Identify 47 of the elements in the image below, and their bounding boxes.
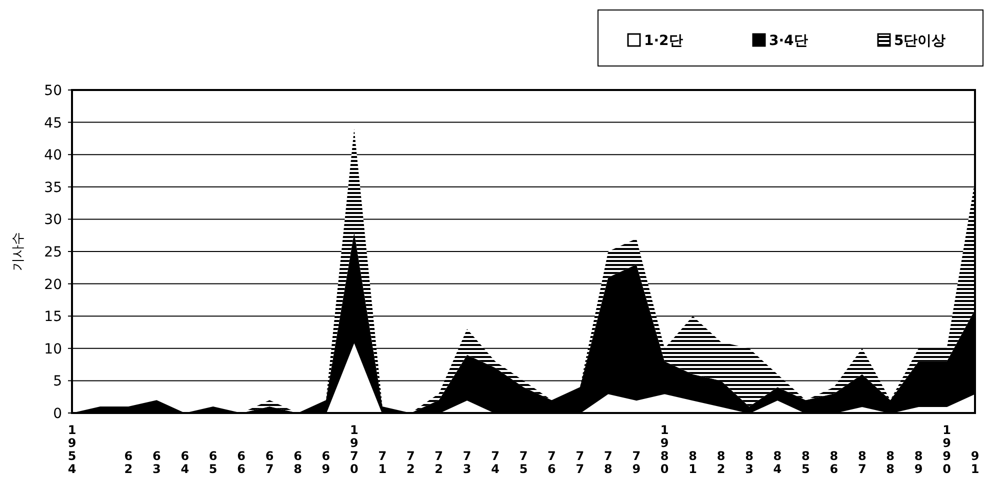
x-tick-label: 74 <box>491 449 500 476</box>
x-tick-label: 64 <box>180 449 190 476</box>
x-tick-label: 76 <box>548 449 556 476</box>
x-tick-label: 86 <box>830 449 838 476</box>
x-tick-label: 75 <box>519 449 528 476</box>
x-tick-label: 78 <box>604 449 612 476</box>
y-tick-label: 10 <box>44 341 62 358</box>
y-tick-label: 20 <box>44 276 62 293</box>
y-tick-label: 40 <box>44 148 62 164</box>
x-tick-label: 1954 <box>68 423 76 476</box>
x-tick-label: 69 <box>322 449 330 476</box>
x-tick-label: 77 <box>576 449 584 476</box>
x-tick-label: 72 <box>406 449 415 476</box>
y-tick-label: 50 <box>44 83 62 99</box>
y-tick-label: 0 <box>53 406 62 422</box>
x-tick-label: 91 <box>970 449 980 476</box>
y-tick-label: 30 <box>44 212 62 228</box>
legend-label: 3·4단 <box>769 33 808 49</box>
x-tick-label: 65 <box>208 449 218 476</box>
legend-label: 1·2단 <box>644 33 683 49</box>
x-tick-label: 72 <box>434 449 444 476</box>
x-tick-label: 66 <box>237 449 246 476</box>
x-tick-label: 1970 <box>350 423 358 476</box>
y-axis-title: 기사수 <box>11 232 26 271</box>
x-tick-label: 85 <box>802 449 810 476</box>
x-tick-label: 1990 <box>942 423 951 476</box>
x-tick-label: 84 <box>773 449 782 476</box>
x-tick-label: 88 <box>886 449 895 476</box>
y-tick-label: 5 <box>53 374 62 390</box>
x-tick-label: 68 <box>294 449 302 476</box>
x-tick-label: 1980 <box>660 423 669 476</box>
x-tick-label: 81 <box>688 449 697 476</box>
y-tick-label: 45 <box>44 115 62 132</box>
x-tick-label: 87 <box>858 449 866 476</box>
x-tick-label: 82 <box>716 449 726 476</box>
x-tick-label: 73 <box>462 449 472 476</box>
y-tick-label: 35 <box>44 180 62 196</box>
x-tick-label: 67 <box>265 449 274 476</box>
y-tick-label: 15 <box>44 309 62 326</box>
legend-label: 5단이상 <box>894 33 946 49</box>
x-tick-label: 62 <box>124 449 133 476</box>
x-tick-label: 89 <box>914 449 923 476</box>
y-tick-label: 25 <box>44 244 62 260</box>
x-tick-label: 79 <box>632 449 641 476</box>
x-tick-label: 71 <box>378 449 387 476</box>
x-tick-label: 83 <box>745 449 754 476</box>
x-tick-label: 63 <box>152 449 161 476</box>
